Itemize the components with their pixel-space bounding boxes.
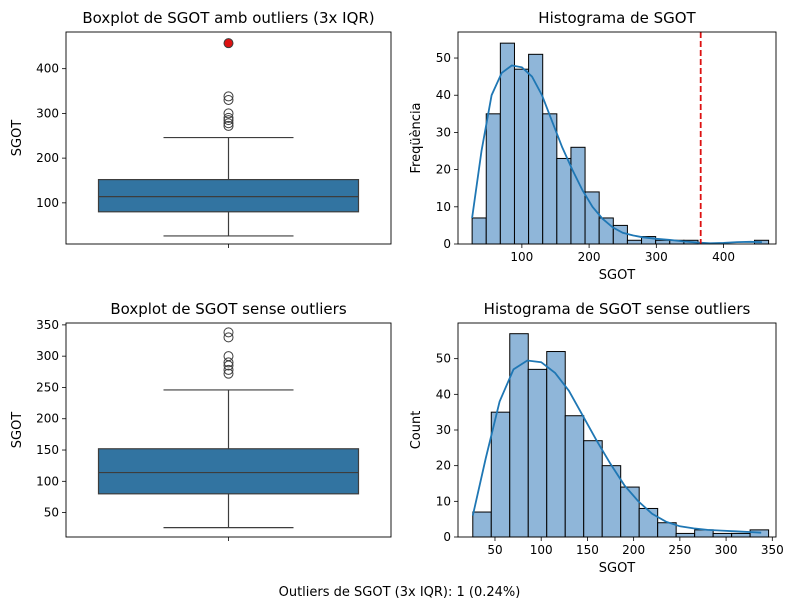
y-axis-label: SGOT	[10, 412, 25, 449]
axes-frame	[65, 31, 392, 245]
y-tick-label: 0	[443, 237, 451, 251]
flier-point	[223, 94, 234, 105]
histogram-bar	[490, 411, 511, 538]
x-tick-label: 100	[510, 250, 533, 264]
histogram-bar	[472, 511, 492, 538]
x-tick-label: 350	[761, 543, 784, 557]
chart-title: Histograma de SGOT sense outliers	[484, 300, 751, 318]
x-tick-label: 300	[645, 250, 668, 264]
y-axis-label: Count	[409, 411, 424, 450]
x-tick-label: 250	[668, 543, 691, 557]
y-axis-label: Freqüència	[409, 102, 424, 173]
outlier-point	[223, 38, 234, 49]
y-tick-label: 40	[436, 387, 451, 401]
histogram-bar	[546, 351, 566, 538]
flier-point	[223, 118, 234, 129]
histogram-bar	[731, 532, 751, 538]
chart-title: Boxplot de SGOT sense outliers	[110, 300, 346, 318]
histogram-bar	[712, 532, 733, 538]
y-tick-label: 30	[436, 423, 451, 437]
y-tick-label: 10	[436, 494, 451, 508]
histogram-bar	[620, 486, 640, 538]
x-tick-label: 50	[487, 543, 502, 557]
y-axis-label: SGOT	[10, 120, 25, 157]
y-tick-label: 20	[436, 163, 451, 177]
chart-title: Histograma de SGOT	[538, 9, 696, 27]
axes-frame	[457, 322, 777, 538]
histogram-bar	[638, 507, 659, 538]
axes-frame	[65, 322, 392, 538]
histogram-bar	[655, 239, 671, 245]
x-tick-label: 400	[712, 250, 735, 264]
x-tick-label: 300	[715, 543, 738, 557]
histogram-bar	[564, 415, 585, 538]
y-tick-label: 50	[44, 506, 59, 520]
flier-point	[223, 91, 234, 102]
flier-point	[223, 332, 234, 343]
histogram-bar	[556, 157, 572, 245]
y-tick-label: 100	[36, 196, 59, 210]
histogram-bar	[626, 239, 643, 245]
histogram-bar	[509, 333, 529, 538]
flier-point	[223, 357, 234, 368]
y-tick-label: 350	[36, 318, 59, 332]
y-tick-label: 50	[436, 352, 451, 366]
y-tick-label: 200	[36, 412, 59, 426]
figure-caption: Outliers de SGOT (3x IQR): 1 (0.24%)	[278, 585, 521, 600]
x-tick-label: 200	[578, 250, 601, 264]
y-tick-label: 250	[36, 380, 59, 394]
x-axis-label: SGOT	[599, 561, 636, 576]
x-axis-label: SGOT	[599, 268, 636, 283]
x-tick-label: 150	[576, 543, 599, 557]
y-tick-label: 200	[36, 151, 59, 165]
kde-line	[471, 359, 762, 534]
y-tick-label: 10	[436, 200, 451, 214]
y-tick-label: 300	[36, 349, 59, 363]
flier-point	[223, 368, 234, 379]
histogram-bar	[513, 68, 530, 245]
flier-point	[223, 120, 234, 131]
flier-point	[223, 108, 234, 119]
y-tick-label: 300	[36, 106, 59, 120]
y-tick-label: 0	[443, 530, 451, 544]
histogram-bar	[485, 113, 501, 245]
histogram-bar	[570, 146, 586, 245]
histogram-bar	[583, 440, 603, 538]
histogram-bar	[471, 217, 487, 245]
x-tick-label: 100	[530, 543, 553, 557]
y-tick-label: 30	[436, 125, 451, 139]
histogram-bar	[542, 113, 558, 245]
flier-point	[223, 115, 234, 126]
y-tick-label: 100	[36, 474, 59, 488]
flier-point	[223, 351, 234, 362]
histogram-bar	[527, 368, 548, 538]
flier-point	[223, 364, 234, 375]
box-iqr	[97, 448, 360, 495]
box-iqr	[97, 178, 360, 213]
figure-canvas: Boxplot de SGOT amb outliers (3x IQR) SGO…	[10, 9, 784, 576]
histogram-bar	[675, 532, 696, 538]
chart-title: Boxplot de SGOT amb outliers (3x IQR)	[82, 9, 374, 27]
flier-point	[223, 112, 234, 123]
y-tick-label: 20	[436, 459, 451, 473]
x-tick-label: 200	[622, 543, 645, 557]
flier-point	[223, 327, 234, 338]
y-tick-label: 40	[436, 88, 451, 102]
kde-line	[471, 64, 762, 245]
y-tick-label: 50	[436, 51, 451, 65]
axes-frame	[457, 31, 777, 245]
y-tick-label: 400	[36, 62, 59, 76]
y-tick-label: 150	[36, 443, 59, 457]
